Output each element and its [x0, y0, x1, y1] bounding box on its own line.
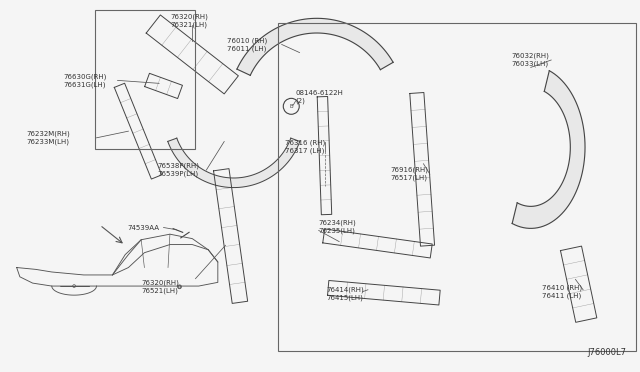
Text: 76032(RH)
76033(LH): 76032(RH) 76033(LH): [511, 53, 550, 67]
Text: 76320(RH)
76321(LH): 76320(RH) 76321(LH): [170, 14, 208, 28]
Text: 76010 (RH)
76011 (LH): 76010 (RH) 76011 (LH): [227, 37, 268, 52]
Text: 76630G(RH)
76631G(LH): 76630G(RH) 76631G(LH): [63, 73, 107, 88]
Text: 76414(RH)
76415(LH): 76414(RH) 76415(LH): [326, 287, 364, 301]
Text: 76410 (RH)
76411 (LH): 76410 (RH) 76411 (LH): [542, 284, 582, 299]
Text: 76538P(RH)
76539P(LH): 76538P(RH) 76539P(LH): [157, 163, 199, 177]
Text: 76234(RH)
76235(LH): 76234(RH) 76235(LH): [319, 219, 356, 234]
Text: 74539AA: 74539AA: [127, 225, 159, 231]
Polygon shape: [237, 18, 393, 76]
Bar: [278, 23, 636, 351]
Text: J76000L7: J76000L7: [588, 348, 627, 357]
Polygon shape: [512, 71, 585, 228]
Polygon shape: [168, 138, 300, 187]
Bar: [95, 10, 195, 149]
Text: 76232M(RH)
76233M(LH): 76232M(RH) 76233M(LH): [26, 131, 70, 145]
Text: 76320(RH)
76521(LH): 76320(RH) 76521(LH): [141, 279, 179, 294]
Text: 76916(RH)
76517(LH): 76916(RH) 76517(LH): [390, 167, 428, 182]
Text: 76316 (RH)
76317 (LH): 76316 (RH) 76317 (LH): [285, 140, 325, 154]
Text: 08146-6122H
(2): 08146-6122H (2): [296, 90, 344, 104]
Text: B: B: [289, 104, 293, 109]
